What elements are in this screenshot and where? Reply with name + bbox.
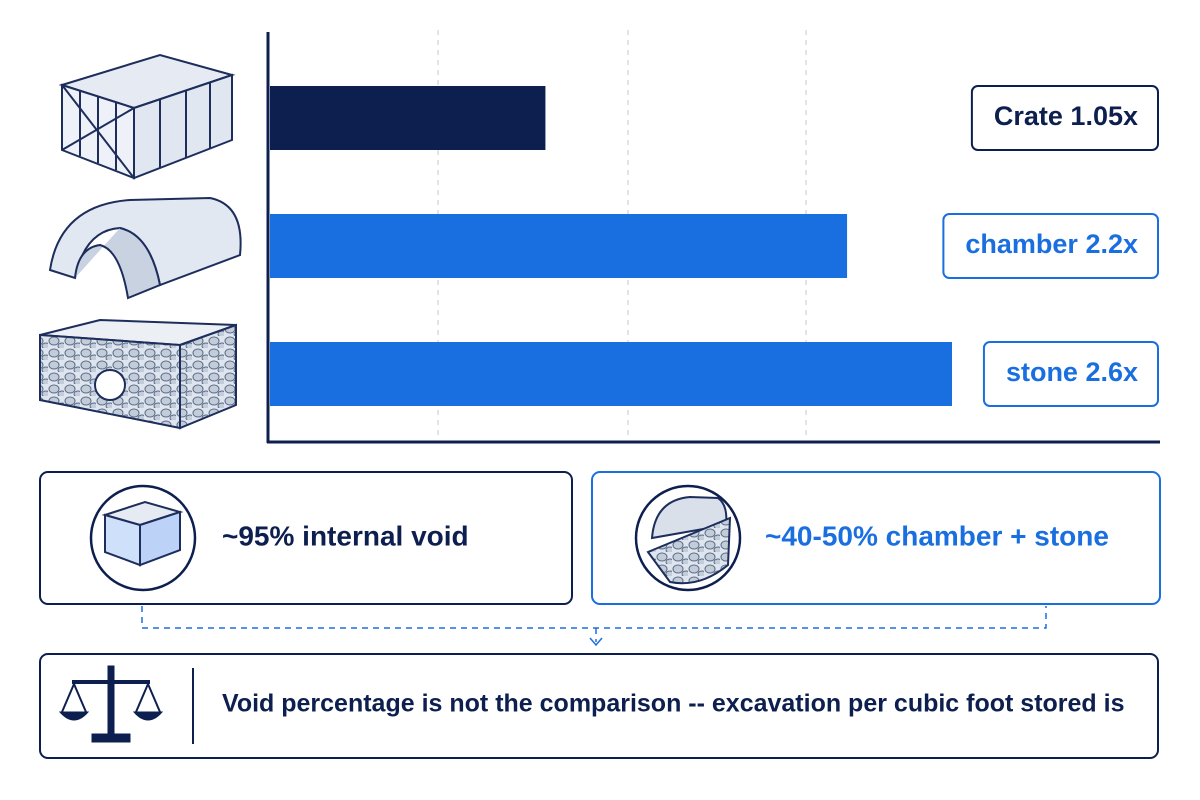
crate-icon	[58, 53, 236, 180]
scale-icon	[58, 665, 164, 743]
chamber-panel	[591, 471, 1161, 605]
value-label: stone 2.6x	[1006, 357, 1138, 387]
panel-text: ~40-50% chamber + stone	[765, 520, 1109, 551]
value-label: Crate 1.05x	[994, 101, 1138, 131]
panel-text: ~95% internal void	[222, 520, 469, 551]
bar	[270, 214, 848, 278]
chamber-icon	[48, 196, 242, 300]
stone-icon	[39, 318, 237, 430]
bar	[270, 342, 952, 406]
value-label-box	[982, 341, 1159, 407]
value-label-box	[942, 213, 1159, 279]
crate-mini	[101, 500, 184, 567]
value-label-box	[970, 85, 1159, 151]
conclusion-text: Void percentage is not the comparison --…	[222, 690, 1125, 718]
conclusion-panel	[39, 653, 1159, 759]
arrow	[589, 637, 603, 647]
value-label: chamber 2.2x	[965, 229, 1138, 259]
stone-mini	[646, 516, 732, 585]
connector	[141, 606, 1047, 642]
bar	[270, 86, 546, 150]
